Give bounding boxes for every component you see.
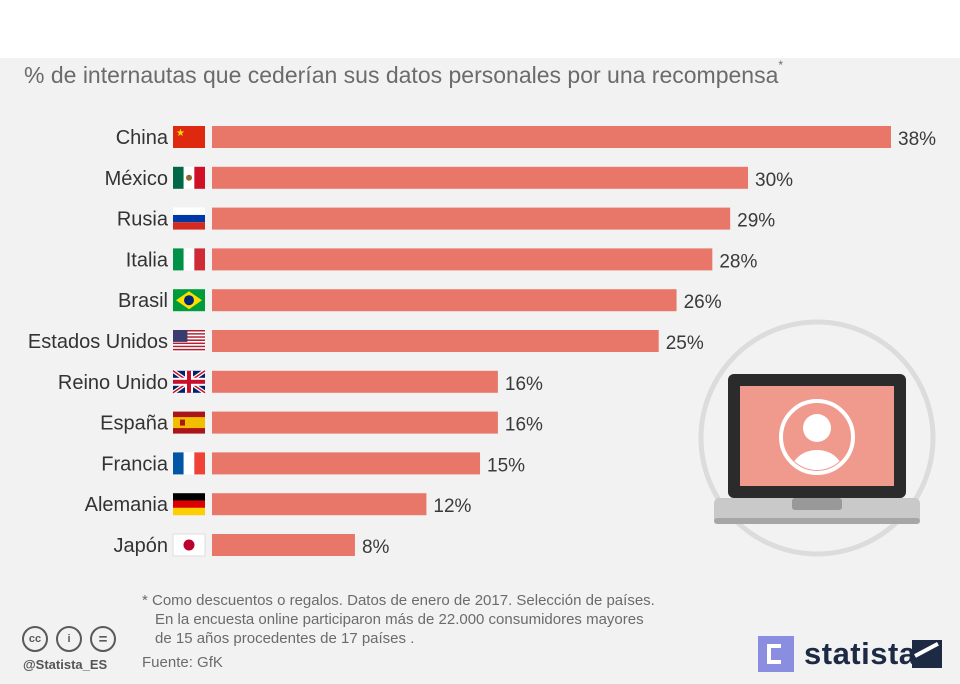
value-label: 38% bbox=[898, 129, 936, 150]
license-icons[interactable]: cc i = bbox=[22, 626, 122, 656]
subtitle-asterisk: * bbox=[778, 58, 784, 72]
italy-flag-icon bbox=[173, 248, 205, 271]
footnote-line-2: En la encuesta online participaron más d… bbox=[155, 611, 644, 628]
category-label: Japón bbox=[114, 535, 169, 557]
value-label: 29% bbox=[737, 211, 775, 232]
value-label: 12% bbox=[433, 496, 471, 517]
category-label: Italia bbox=[126, 249, 169, 271]
china-flag-icon: ★ bbox=[173, 126, 205, 148]
bar[interactable] bbox=[212, 411, 498, 434]
bar[interactable] bbox=[212, 370, 498, 393]
bar[interactable] bbox=[212, 330, 659, 352]
usa-flag-icon bbox=[173, 330, 205, 352]
subtitle-text: % de internautas que cederían sus datos … bbox=[24, 62, 779, 88]
germany-flag-icon bbox=[173, 493, 205, 516]
russia-flag-icon bbox=[173, 207, 205, 230]
value-label: 16% bbox=[505, 374, 543, 395]
value-label: 25% bbox=[666, 333, 704, 354]
statista-mark-icon bbox=[912, 640, 942, 668]
twitter-handle[interactable]: @Statista_ES bbox=[23, 657, 108, 672]
bar[interactable] bbox=[212, 207, 731, 230]
statista-logo[interactable]: statista bbox=[758, 634, 948, 674]
cc-icon[interactable]: cc bbox=[22, 626, 48, 652]
by-icon[interactable]: i bbox=[56, 626, 82, 652]
statista-logo-icon bbox=[758, 636, 794, 672]
bar[interactable] bbox=[212, 166, 749, 189]
value-label: 8% bbox=[362, 537, 390, 558]
uk-flag-icon bbox=[171, 369, 207, 395]
category-label: México bbox=[105, 168, 168, 190]
source-note: Fuente: GfK bbox=[142, 654, 223, 671]
spain-flag-icon bbox=[173, 411, 205, 434]
footnote: * Como descuentos o regalos. Datos de en… bbox=[142, 591, 742, 648]
mexico-flag-icon bbox=[173, 166, 205, 189]
category-label: España bbox=[100, 413, 169, 435]
category-label: Brasil bbox=[118, 290, 168, 312]
value-label: 30% bbox=[755, 170, 793, 191]
brazil-flag-icon bbox=[173, 289, 205, 312]
laptop-illustration bbox=[698, 319, 936, 557]
category-label: Alemania bbox=[85, 494, 169, 516]
bar[interactable] bbox=[212, 493, 427, 516]
value-label: 26% bbox=[684, 292, 722, 313]
footnote-line-1: * Como descuentos o regalos. Datos de en… bbox=[142, 592, 655, 609]
chart-subtitle: % de internautas que cederían sus datos … bbox=[24, 58, 783, 89]
bars-layer: China ★ 38% México 30% Rusia 29% Italia 28% Brasi… bbox=[28, 126, 936, 558]
france-flag-icon bbox=[173, 452, 205, 475]
bar[interactable] bbox=[212, 452, 481, 475]
category-label: Reino Unido bbox=[58, 372, 168, 394]
category-label: Francia bbox=[101, 453, 169, 475]
category-label: Estados Unidos bbox=[28, 331, 168, 353]
value-label: 15% bbox=[487, 455, 525, 476]
user-avatar-icon bbox=[779, 399, 855, 475]
bar[interactable] bbox=[212, 126, 891, 148]
category-label: China bbox=[116, 127, 169, 149]
bar[interactable] bbox=[212, 534, 355, 556]
statista-wordmark: statista bbox=[804, 636, 917, 671]
bar[interactable] bbox=[212, 248, 713, 271]
nd-icon[interactable]: = bbox=[90, 626, 116, 652]
japan-flag-icon bbox=[172, 533, 206, 557]
value-label: 16% bbox=[505, 415, 543, 436]
value-label: 28% bbox=[719, 251, 757, 272]
svg-text:★: ★ bbox=[176, 128, 185, 139]
footnote-line-3: de 15 años procedentes de 17 países . bbox=[155, 630, 415, 647]
bar[interactable] bbox=[212, 289, 677, 312]
category-label: Rusia bbox=[117, 209, 169, 231]
